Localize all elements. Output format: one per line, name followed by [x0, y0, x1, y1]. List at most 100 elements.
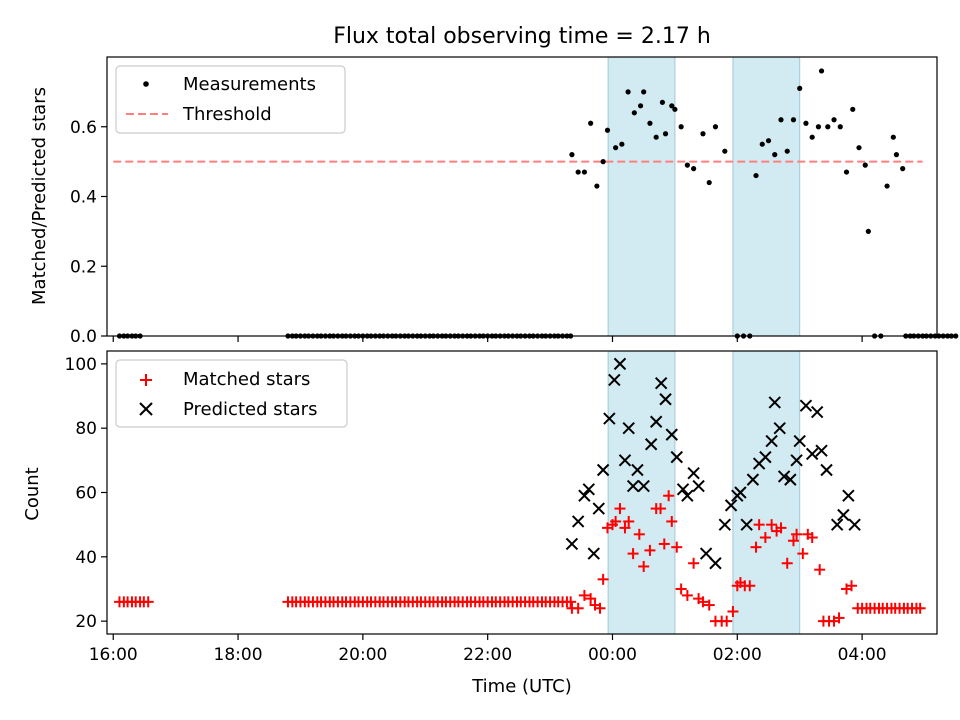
ratio-y-axis-label: Matched/Predicted stars [29, 87, 50, 305]
count-legend: Matched stars Predicted stars [115, 359, 348, 428]
measurement-point [765, 138, 772, 144]
figure-title: Flux total observing time = 2.17 h [333, 24, 711, 49]
measurement-point [712, 124, 719, 130]
matched-star-point [614, 503, 626, 515]
matched-star-point [727, 605, 739, 617]
measurement-point [784, 148, 790, 154]
matched-star-point [638, 560, 650, 572]
measurement-point [619, 141, 625, 147]
measurement-point [700, 131, 706, 137]
matched-star-point [759, 532, 771, 544]
predicted-star-point [848, 518, 861, 531]
ratio-legend-box [115, 65, 346, 134]
matched-star-point [787, 535, 799, 547]
legend-threshold-label: Threshold [182, 104, 272, 125]
matched-star-point [627, 548, 639, 560]
measurement-point [722, 148, 728, 154]
y-tick-label: 40 [75, 548, 97, 568]
predicted-star-point [692, 479, 705, 493]
predicted-star-point [582, 483, 595, 496]
predicted-star-point [676, 483, 690, 496]
observing-interval-2 [732, 56, 801, 337]
matched-star-point [775, 522, 787, 534]
measurement-point [900, 166, 906, 172]
observing-interval-1 [607, 350, 676, 635]
measurement-point [778, 117, 784, 123]
legend-measurements-label: Measurements [183, 74, 316, 95]
measurement-point [945, 333, 951, 339]
predicted-star-point [626, 479, 640, 493]
x-axis-label: Time (UTC) [471, 676, 572, 697]
predicted-star-point [592, 502, 605, 515]
predicted-star-point [724, 499, 738, 512]
measurement-point [631, 110, 637, 116]
predicted-star-point [842, 489, 855, 502]
y-tick-label: 0.4 [70, 188, 97, 208]
predicted-star-point [618, 454, 632, 467]
predicted-star-point [799, 399, 813, 412]
observing-interval-2 [732, 350, 801, 635]
matched-star-point [846, 580, 858, 592]
y-tick-label: 60 [75, 484, 97, 504]
measurement-point [678, 124, 684, 130]
matched-star-point [610, 515, 622, 527]
predicted-star-point [805, 447, 819, 461]
measurement-point [884, 183, 890, 189]
predicted-star-point [631, 463, 644, 477]
matched-star-point [806, 532, 818, 544]
measurement-point [588, 120, 594, 126]
measurement-point [865, 228, 871, 234]
matched-star-point [142, 596, 154, 608]
legend-matched-label: Matched stars [183, 369, 310, 390]
matched-star-point [671, 541, 683, 553]
measurement-point [569, 152, 575, 158]
matched-star-point [797, 548, 809, 560]
measurement-point [862, 162, 868, 168]
x-tick-label: 04:00 [838, 645, 887, 665]
measurement-point [594, 183, 600, 189]
measurement-point [890, 134, 896, 140]
measurement-point [809, 134, 815, 140]
measurement-point [684, 162, 690, 168]
predicted-star-point [654, 376, 668, 390]
measurement-point [843, 169, 850, 175]
matched-star-point [703, 599, 715, 611]
y-tick-label: 0.0 [70, 327, 97, 347]
y-tick-label: 0.2 [70, 257, 97, 277]
measurement-point [604, 127, 611, 133]
measurement-point [662, 131, 669, 137]
predicted-star-point [765, 434, 778, 448]
measurement-point [850, 106, 856, 112]
predicted-star-point [587, 547, 600, 560]
predicted-star-point [681, 489, 694, 502]
matched-star-point [791, 528, 803, 540]
ratio-panel: 0.0 0.2 0.4 0.6 Matched/Predicted stars Mea… [29, 56, 959, 347]
matched-star-point [744, 580, 756, 592]
matched-star-point [681, 589, 693, 601]
matched-star-point [688, 557, 700, 569]
predicted-star-point [699, 547, 713, 560]
matched-star-point [753, 519, 765, 531]
matched-star-point [578, 589, 590, 601]
measurement-point [653, 134, 659, 140]
measurement-point [753, 172, 759, 179]
matched-star-point [766, 519, 778, 531]
measurement-point [856, 145, 862, 151]
measurement-point [581, 169, 588, 175]
predicted-star-point [659, 393, 672, 406]
predicted-star-point [709, 557, 722, 570]
ratio-legend: Measurements Threshold [115, 65, 346, 134]
matched-star-point [644, 544, 656, 556]
measurement-point [797, 85, 803, 91]
matched-star-point [697, 596, 709, 608]
predicted-star-point [649, 415, 663, 428]
predicted-star-point [608, 373, 621, 387]
legend-predicted-label: Predicted stars [183, 399, 317, 420]
predicted-star-point [670, 450, 683, 464]
predicted-star-point [603, 412, 616, 425]
measurement-point [613, 145, 619, 151]
matched-star-point [675, 583, 687, 595]
predicted-star-point [687, 466, 700, 480]
predicted-star-point [637, 479, 650, 493]
